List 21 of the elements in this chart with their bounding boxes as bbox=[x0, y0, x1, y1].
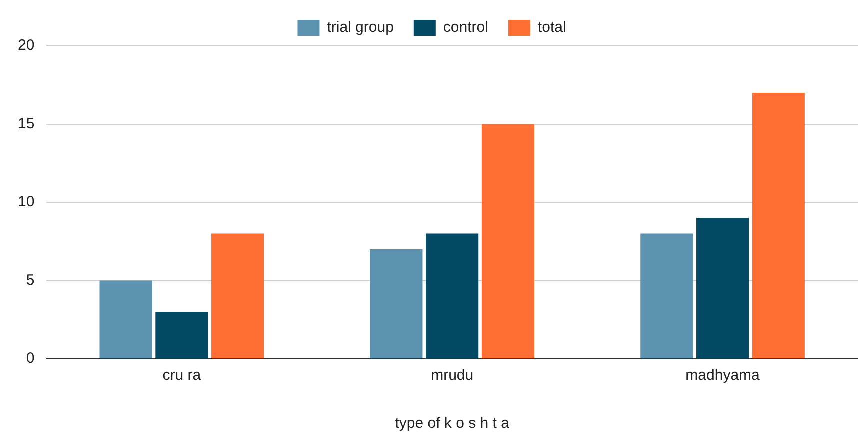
x-axis-title: type of k o s h t a bbox=[395, 415, 510, 432]
bar bbox=[640, 234, 694, 358]
bar bbox=[100, 280, 152, 358]
x-tick-label: madhyama bbox=[686, 367, 761, 384]
y-tick-label: 5 bbox=[26, 272, 35, 289]
y-tick-label: 0 bbox=[26, 350, 35, 368]
bar bbox=[212, 234, 264, 358]
legend-label: total bbox=[538, 19, 566, 36]
bar bbox=[482, 124, 534, 358]
y-tick-label: 20 bbox=[18, 37, 35, 54]
x-tick-label: cru ra bbox=[162, 367, 202, 384]
x-tick-label: mrudu bbox=[431, 367, 474, 384]
legend-label: trial group bbox=[327, 19, 394, 36]
bar bbox=[752, 92, 805, 358]
bar bbox=[426, 234, 479, 358]
bar bbox=[156, 312, 208, 358]
legend-label: control bbox=[443, 19, 488, 36]
bar bbox=[696, 218, 750, 358]
bar bbox=[370, 249, 423, 358]
y-tick-label: 15 bbox=[18, 115, 35, 132]
y-tick-label: 10 bbox=[18, 194, 35, 211]
